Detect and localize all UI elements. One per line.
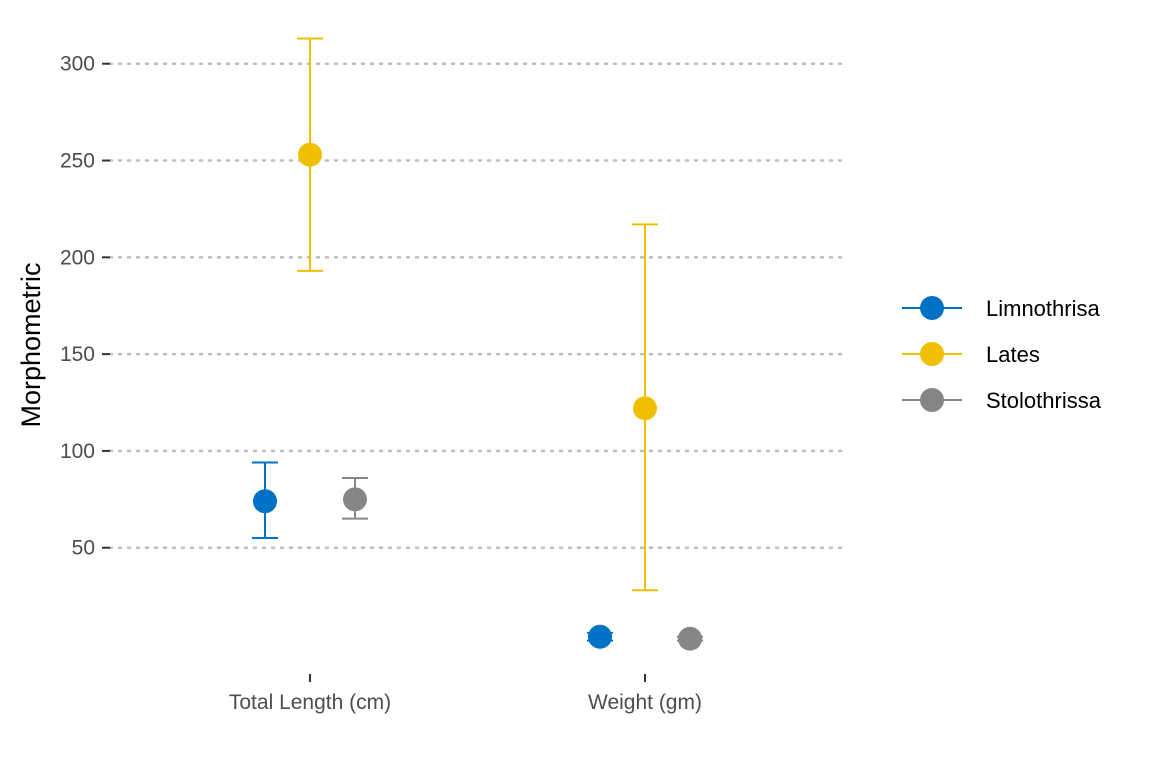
data-point <box>253 489 277 514</box>
y-tick-label: 250 <box>60 150 95 173</box>
series-layer <box>252 37 703 651</box>
legend-item-lates: Lates <box>902 342 1040 367</box>
y-tick-label: 100 <box>60 440 95 463</box>
series-limnothrisa <box>252 461 613 649</box>
y-tick-label: 150 <box>60 343 95 366</box>
legend-item-stolothrissa: Stolothrissa <box>902 388 1102 413</box>
data-point <box>588 624 612 649</box>
y-axis: 50 100 150 200 250 300 <box>60 53 110 560</box>
data-point <box>343 487 367 512</box>
legend-key-point <box>920 388 944 412</box>
x-tick-label: Weight (gm) <box>588 691 702 714</box>
legend-label: Lates <box>986 342 1040 367</box>
series-lates <box>297 37 658 592</box>
y-tick-label: 300 <box>60 53 95 76</box>
data-point <box>633 396 657 421</box>
legend-label: Stolothrissa <box>986 388 1102 413</box>
legend: Limnothrisa Lates Stolothrissa <box>902 296 1102 413</box>
data-point <box>298 142 322 167</box>
y-tick-label: 200 <box>60 246 95 269</box>
legend-key-point <box>920 342 944 366</box>
data-point <box>678 626 702 651</box>
grid-layer <box>108 62 847 549</box>
y-tick-label: 50 <box>72 537 95 560</box>
x-tick-label: Total Length (cm) <box>229 691 391 714</box>
x-axis: Total Length (cm) Weight (gm) <box>229 674 702 714</box>
legend-label: Limnothrisa <box>986 296 1100 321</box>
legend-key-point <box>920 296 944 320</box>
series-stolothrissa <box>342 477 703 651</box>
y-axis-title: Morphometric <box>16 262 46 427</box>
legend-item-limnothrisa: Limnothrisa <box>902 296 1100 321</box>
